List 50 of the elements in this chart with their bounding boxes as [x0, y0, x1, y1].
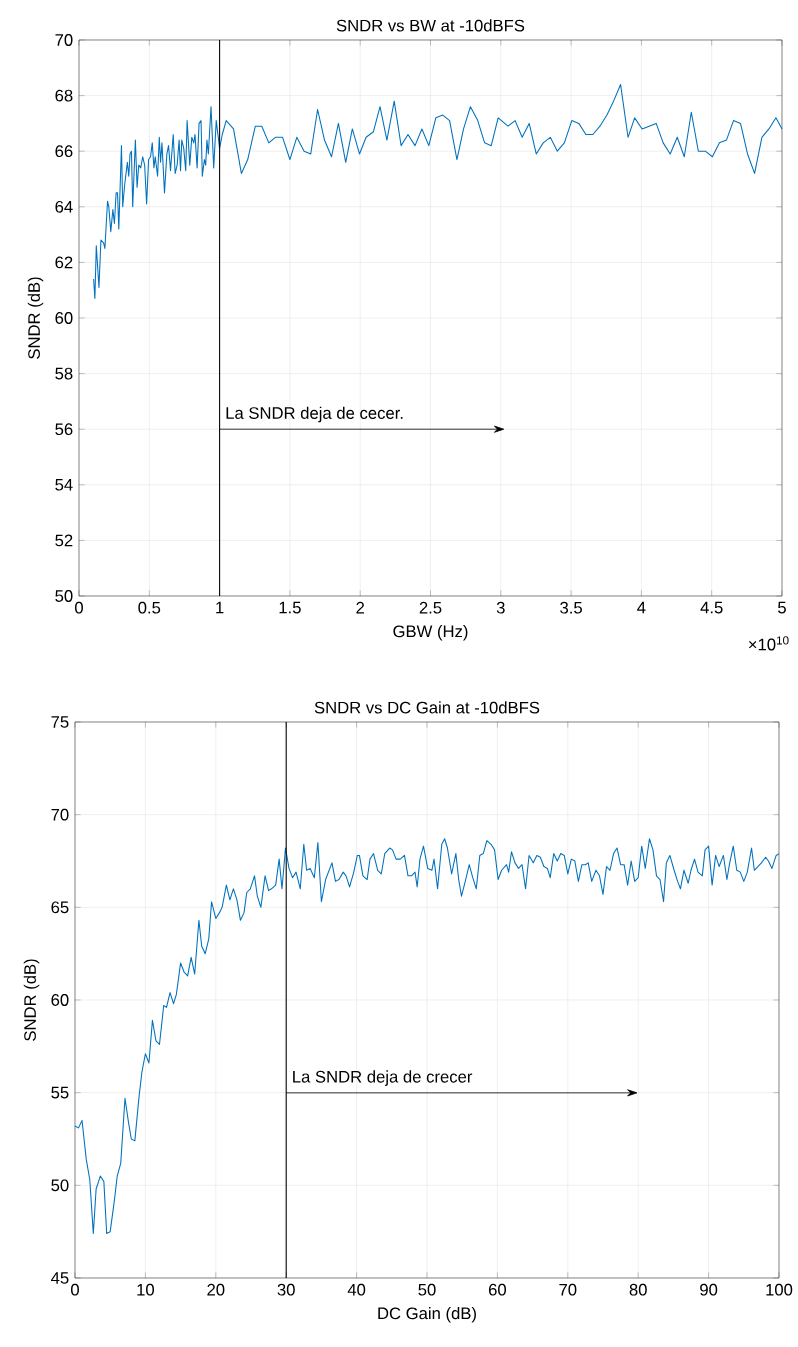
x-axis-title: DC Gain (dB): [378, 1306, 476, 1323]
annotation: La SNDR deja de crecer: [292, 1070, 472, 1086]
y-tick-label: 70: [51, 808, 69, 821]
y-tick-label: 65: [51, 901, 69, 914]
y-tick-label: 50: [55, 590, 73, 602]
y-tick-label: 70: [55, 34, 73, 46]
y-tick-label: 60: [55, 312, 73, 324]
x-tick-label: 50: [418, 1283, 436, 1296]
x-tick-label: 3: [496, 601, 505, 614]
y-tick-label: 55: [51, 1086, 69, 1099]
chart-title: SNDR vs DC Gain at -10dBFS: [314, 701, 539, 714]
x-axis-title: GBW (Hz): [393, 624, 468, 641]
x-tick-label: 0: [74, 601, 83, 614]
y-axis-title: SNDR (dB): [23, 959, 40, 1041]
y-axis-title: SNDR (dB): [27, 277, 44, 359]
x-tick-label: 0: [70, 1283, 79, 1296]
x-tick-label: 10: [137, 1283, 154, 1296]
x-tick-label: 60: [488, 1283, 506, 1296]
x-tick-label: 30: [277, 1283, 295, 1296]
text: ×10$^{10}$: [748, 636, 789, 651]
x-tick-label: 80: [629, 1283, 647, 1296]
x-tick-label: 0.5: [138, 601, 160, 614]
x-tick-label: 3.5: [559, 601, 582, 614]
x-tick-label: 4: [636, 601, 646, 614]
x-tick-label: 100: [766, 1283, 793, 1296]
x-tick-label: 2: [356, 601, 364, 614]
x-tick-label: 4.5: [700, 601, 723, 614]
x-tick-label: 1.5: [279, 601, 301, 614]
chart-title: SNDR vs BW at -10dBFS: [336, 19, 524, 32]
x-tick-label: 70: [559, 1283, 577, 1296]
y-tick-label: 66: [55, 145, 73, 158]
y-tick-label: 56: [55, 423, 73, 436]
y-tick-label: 68: [55, 89, 73, 102]
y-tick-label: 75: [51, 716, 69, 728]
y-tick-label: 54: [55, 478, 73, 491]
y-tick-label: 50: [51, 1179, 69, 1192]
y-tick-label: 64: [55, 200, 73, 213]
x-tick-label: 40: [347, 1283, 365, 1296]
x-tick-label: 1: [216, 601, 224, 614]
annotation: La SNDR deja de cecer.: [226, 406, 403, 423]
y-tick-label: 58: [55, 367, 73, 380]
line-series: [92, 83, 783, 300]
x-tick-label: 5: [777, 601, 786, 614]
y-tick-label: 60: [51, 994, 69, 1006]
x-tick-label: 20: [207, 1283, 225, 1296]
y-tick-label: 62: [55, 256, 73, 269]
x-tick-label: 2.5: [419, 601, 442, 614]
y-tick-label: 52: [55, 534, 73, 547]
y-tick-label: 45: [50, 1272, 69, 1284]
x-tick-label: 90: [699, 1283, 717, 1296]
